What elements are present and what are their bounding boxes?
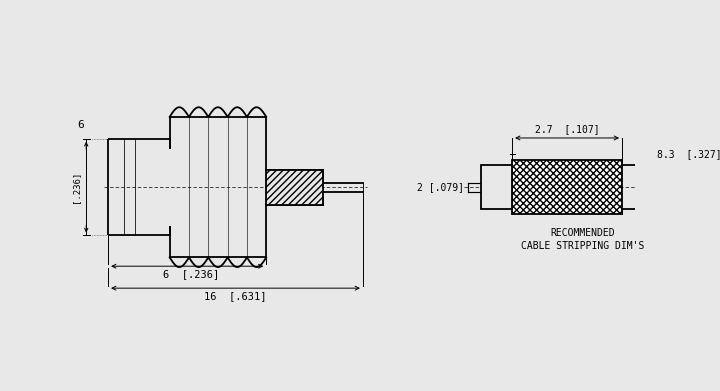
Text: CABLE STRIPPING DIM'S: CABLE STRIPPING DIM'S [521, 241, 644, 251]
Text: RECOMMENDED: RECOMMENDED [550, 228, 615, 238]
Bar [482, 165, 512, 209]
Text: [.236]: [.236] [71, 171, 80, 203]
Text: 2 [.079]: 2 [.079] [417, 182, 464, 192]
Bar [512, 160, 622, 214]
Text: 8.3  [.327]: 8.3 [.327] [657, 149, 720, 159]
Bar [266, 170, 323, 205]
Text: 6  [.236]: 6 [.236] [163, 269, 220, 279]
Text: 2.7  [.107]: 2.7 [.107] [535, 124, 599, 135]
Text: 6: 6 [78, 120, 84, 130]
Text: 16  [.631]: 16 [.631] [204, 291, 267, 301]
